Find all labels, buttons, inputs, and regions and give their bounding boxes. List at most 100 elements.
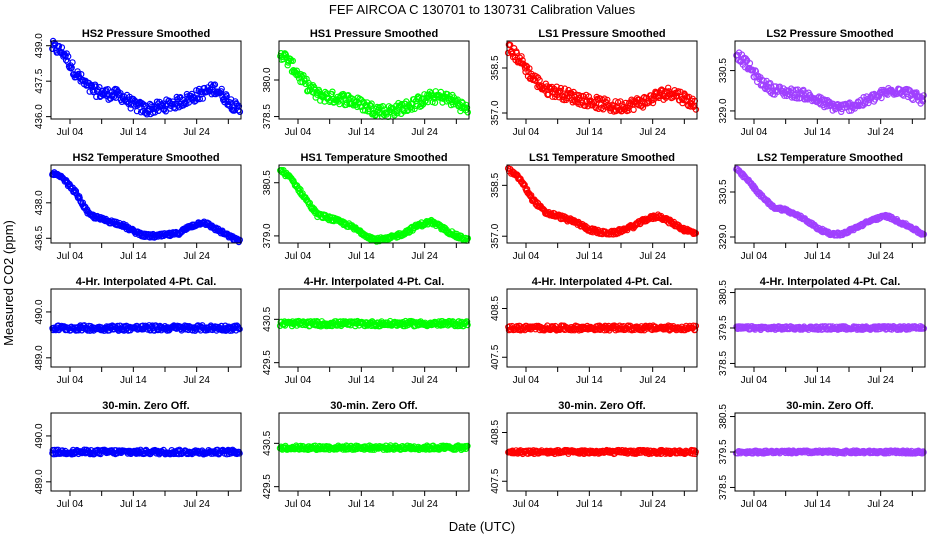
x-tick-label: Jul 24 xyxy=(183,499,210,510)
data-point xyxy=(670,93,678,100)
plot-frame xyxy=(50,40,242,120)
x-tick-label: Jul 14 xyxy=(804,251,831,262)
data-point xyxy=(692,448,699,455)
data-point xyxy=(504,49,512,57)
panel-title: 30-min. Zero Off. xyxy=(786,400,873,412)
x-tick-label: Jul 04 xyxy=(285,375,312,386)
y-tick-label: 379.0 xyxy=(262,223,273,248)
data-point xyxy=(513,49,521,57)
x-tick-label: Jul 04 xyxy=(285,499,312,510)
data-point xyxy=(306,199,313,207)
data-point xyxy=(162,108,169,115)
plot-frame xyxy=(734,164,926,244)
x-tick-label: Jul 14 xyxy=(348,127,375,138)
series-points xyxy=(277,50,471,121)
x-tick-label: Jul 14 xyxy=(576,251,603,262)
panel-8: LS2 Temperature Smoothed Jul 04 Jul 14 Jul … xyxy=(718,152,928,262)
plot-frame xyxy=(50,288,242,368)
x-tick-label: Jul 14 xyxy=(348,251,375,262)
series-points xyxy=(733,165,928,239)
y-tick-label: 379.5 xyxy=(718,439,729,464)
data-point xyxy=(431,99,439,106)
y-tick-label: 408.5 xyxy=(490,296,501,321)
plot-frame xyxy=(50,412,242,492)
panel-title: 4-Hr. Interpolated 4-Pt. Cal. xyxy=(760,276,901,288)
x-tick-label: Jul 14 xyxy=(804,127,831,138)
y-tick-label: 358.5 xyxy=(490,172,501,197)
data-point xyxy=(289,57,296,65)
data-point xyxy=(630,106,637,114)
y-tick-label: 379.5 xyxy=(718,315,729,340)
data-point xyxy=(464,321,471,329)
x-tick-label: Jul 24 xyxy=(183,251,210,262)
panel-16: 30-min. Zero Off. Jul 04 Jul 14 Jul 24 378.5… xyxy=(718,400,927,510)
panel-title: 4-Hr. Interpolated 4-Pt. Cal. xyxy=(304,276,445,288)
x-tick-label: Jul 04 xyxy=(57,375,84,386)
data-point xyxy=(69,59,76,66)
data-point xyxy=(49,45,56,53)
y-tick-label: 439.0 xyxy=(34,33,45,58)
y-tick-label: 430.5 xyxy=(262,430,273,455)
panel-14: 30-min. Zero Off. Jul 04 Jul 14 Jul 24 429.5… xyxy=(262,400,471,510)
x-tick-label: Jul 14 xyxy=(348,375,375,386)
data-point xyxy=(426,88,434,96)
y-tick-label: 378.5 xyxy=(262,104,273,129)
data-point xyxy=(564,90,571,97)
plot-frame xyxy=(734,40,926,120)
x-tick-label: Jul 14 xyxy=(804,499,831,510)
y-tick-label: 438.0 xyxy=(34,190,45,215)
y-tick-label: 429.5 xyxy=(262,474,273,499)
data-point xyxy=(77,70,85,78)
panel-title: 30-min. Zero Off. xyxy=(558,400,645,412)
y-tick-label: 380.0 xyxy=(262,67,273,92)
data-point xyxy=(692,229,700,237)
x-tick-label: Jul 04 xyxy=(513,127,540,138)
y-tick-label: 358.5 xyxy=(490,55,501,80)
x-tick-label: Jul 04 xyxy=(741,499,768,510)
plot-frame xyxy=(506,412,698,492)
data-point xyxy=(458,98,465,106)
data-point xyxy=(692,106,700,113)
data-point xyxy=(411,105,418,113)
x-tick-label: Jul 14 xyxy=(804,375,831,386)
data-point xyxy=(920,92,927,99)
y-tick-label: 329.0 xyxy=(718,224,729,249)
y-tick-label: 380.5 xyxy=(718,404,729,429)
x-tick-label: Jul 04 xyxy=(285,127,312,138)
series-points xyxy=(49,169,243,246)
panel-title: 4-Hr. Interpolated 4-Pt. Cal. xyxy=(532,276,673,288)
x-tick-label: Jul 24 xyxy=(867,251,894,262)
data-point xyxy=(767,79,774,87)
panel-title: LS2 Temperature Smoothed xyxy=(757,152,903,164)
y-axis-label: Measured CO2 (ppm) xyxy=(1,220,16,346)
y-tick-label: 489.0 xyxy=(34,469,45,494)
x-tick-label: Jul 04 xyxy=(57,499,84,510)
data-point xyxy=(920,325,928,332)
data-point xyxy=(749,67,757,74)
x-tick-label: Jul 14 xyxy=(576,127,603,138)
series-points xyxy=(505,322,700,334)
panel-13: 30-min. Zero Off. Jul 04 Jul 14 Jul 24 489.0… xyxy=(34,400,243,510)
data-point xyxy=(282,51,290,59)
x-tick-label: Jul 14 xyxy=(120,499,147,510)
panel-title: HS2 Temperature Smoothed xyxy=(72,152,219,164)
series-points xyxy=(49,37,244,118)
series-points xyxy=(49,322,243,334)
data-point xyxy=(865,99,872,107)
data-point xyxy=(793,95,801,102)
panel-15: 30-min. Zero Off. Jul 04 Jul 14 Jul 24 407.5… xyxy=(490,400,699,510)
y-tick-label: 436.0 xyxy=(34,104,45,129)
x-tick-label: Jul 24 xyxy=(639,251,666,262)
data-point xyxy=(72,187,80,195)
panel-title: LS2 Pressure Smoothed xyxy=(766,28,893,40)
x-tick-label: Jul 14 xyxy=(576,375,603,386)
data-point xyxy=(223,92,230,99)
y-tick-label: 489.0 xyxy=(34,345,45,370)
panel-12: 4-Hr. Interpolated 4-Pt. Cal. Jul 04 Jul 1… xyxy=(718,276,928,386)
plot-frame xyxy=(506,40,698,120)
x-tick-label: Jul 24 xyxy=(183,127,210,138)
y-tick-label: 407.5 xyxy=(490,344,501,369)
data-point xyxy=(311,83,318,91)
y-tick-label: 490.0 xyxy=(34,423,45,448)
